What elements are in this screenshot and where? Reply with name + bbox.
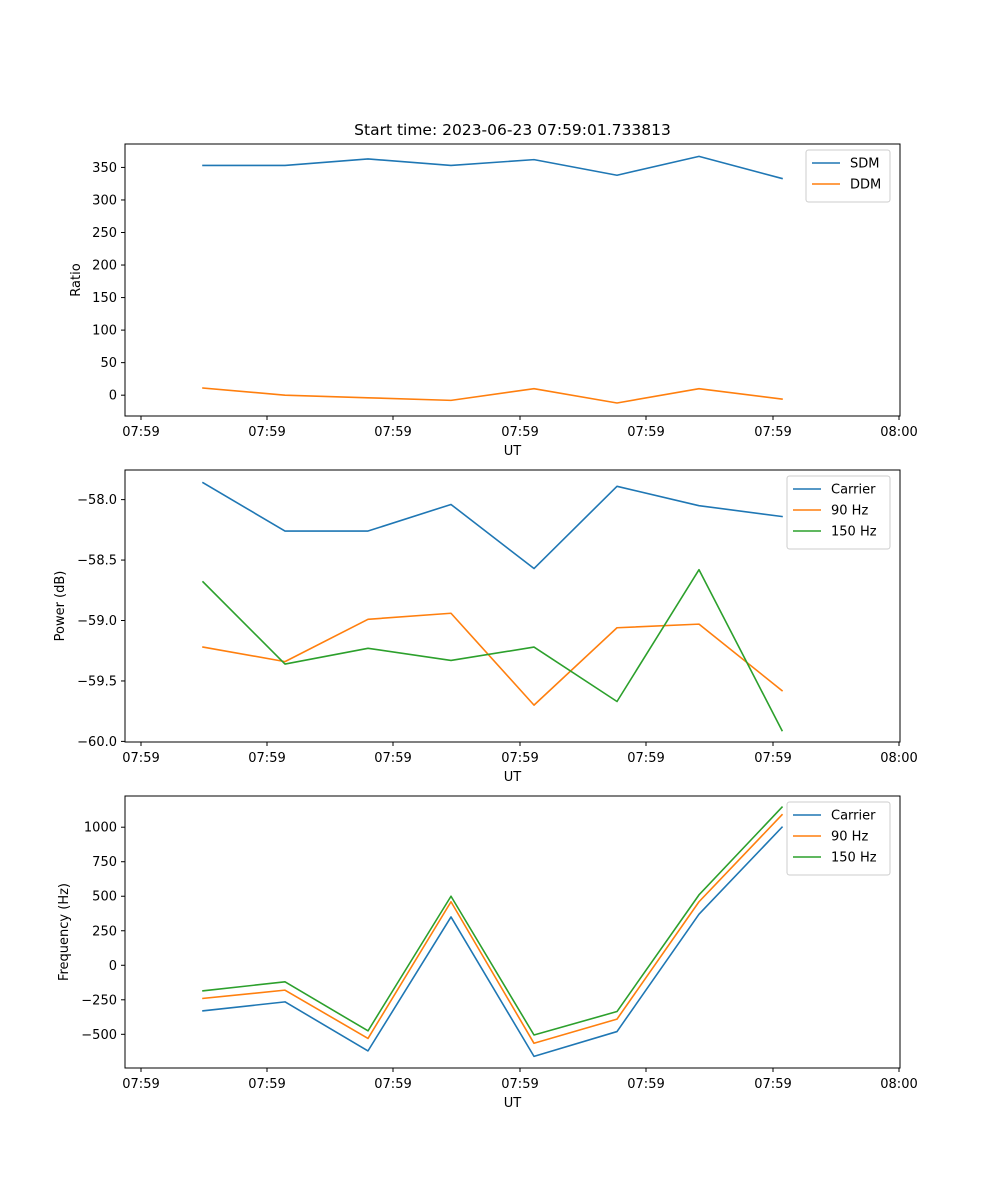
series-line-1 — [202, 387, 783, 404]
y-tick-label: 250 — [92, 226, 117, 241]
y-tick-label: 250 — [92, 924, 117, 939]
y-axis-label: Ratio — [69, 263, 84, 296]
x-tick-label: 07:59 — [122, 751, 159, 766]
series-line-0 — [201, 481, 783, 570]
ratio-panel: 07:59 07:59 07:59 07:59 07:59 07:59 08:00 0 50 10… — [69, 143, 918, 459]
axes-frame — [124, 143, 901, 417]
y-tick-label: 0 — [109, 389, 117, 404]
y-tick-label: 50 — [100, 356, 117, 371]
legend-label: 90 Hz — [831, 504, 868, 519]
x-tick-label: 07:59 — [754, 1077, 791, 1092]
plot-area — [125, 470, 900, 742]
y-axis-label: Power (dB) — [53, 571, 68, 642]
x-tick-label: 08:00 — [880, 425, 917, 440]
legend-label: DDM — [850, 178, 881, 193]
plot-area — [125, 144, 900, 416]
y-tick-label: −500 — [81, 1028, 117, 1043]
legend-label: 150 Hz — [831, 851, 877, 866]
legend-label: SDM — [850, 157, 879, 172]
x-tick-label: 08:00 — [880, 1077, 917, 1092]
legend-label: 90 Hz — [831, 830, 868, 845]
y-tick-label: 350 — [92, 161, 117, 176]
series-line-0 — [202, 155, 783, 180]
y-tick-label: −60.0 — [77, 735, 117, 750]
y-axis-label: Frequency (Hz) — [57, 883, 72, 981]
y-tick-label: 200 — [92, 259, 117, 274]
x-tick-label: 07:59 — [374, 425, 411, 440]
x-tick-label: 07:59 — [754, 751, 791, 766]
x-tick-label: 07:59 — [248, 425, 285, 440]
legend-label: 150 Hz — [831, 525, 877, 540]
x-tick-label: 07:59 — [122, 1077, 159, 1092]
legend-label: Carrier — [831, 483, 876, 498]
series-line-1 — [202, 612, 784, 706]
x-tick-label: 07:59 — [374, 751, 411, 766]
y-tick-label: 500 — [92, 890, 117, 905]
power-panel: 07:59 07:59 07:59 07:59 07:59 07:59 08:00 −60.0… — [53, 469, 918, 785]
series-line-0 — [202, 826, 784, 1058]
x-tick-label: 07:59 — [374, 1077, 411, 1092]
series-line-1 — [202, 813, 784, 1045]
x-axis-label: UT — [504, 770, 522, 785]
x-tick-label: 07:59 — [122, 425, 159, 440]
plot-area — [125, 796, 900, 1068]
x-tick-label: 07:59 — [627, 425, 664, 440]
y-tick-label: 1000 — [84, 821, 117, 836]
x-tick-label: 08:00 — [880, 751, 917, 766]
y-tick-label: −250 — [81, 993, 117, 1008]
y-tick-label: 0 — [109, 959, 117, 974]
x-axis-label: UT — [504, 444, 522, 459]
y-tick-label: 150 — [92, 291, 117, 306]
x-tick-label: 07:59 — [501, 751, 538, 766]
y-tick-label: 750 — [92, 855, 117, 870]
y-tick-label: 100 — [92, 324, 117, 339]
y-tick-label: −59.5 — [77, 674, 117, 689]
axes-frame — [124, 795, 901, 1069]
x-tick-label: 07:59 — [501, 425, 538, 440]
y-tick-label: 300 — [92, 193, 117, 208]
figure-title: Start time: 2023-06-23 07:59:01.733813 — [354, 121, 671, 139]
x-tick-label: 07:59 — [501, 1077, 538, 1092]
x-tick-label: 07:59 — [248, 1077, 285, 1092]
y-tick-label: −59.0 — [77, 614, 117, 629]
series-line-2 — [202, 806, 784, 1036]
frequency-panel: 07:59 07:59 07:59 07:59 07:59 07:59 08:00 −500 −… — [57, 795, 918, 1111]
x-tick-label: 07:59 — [627, 1077, 664, 1092]
series-line-2 — [201, 568, 784, 732]
x-tick-label: 07:59 — [248, 751, 285, 766]
legend-label: Carrier — [831, 809, 876, 824]
y-tick-label: −58.0 — [77, 493, 117, 508]
x-tick-label: 07:59 — [627, 751, 664, 766]
axes-frame — [124, 469, 901, 743]
y-tick-label: −58.5 — [77, 554, 117, 569]
x-axis-label: UT — [504, 1096, 522, 1111]
x-tick-label: 07:59 — [754, 425, 791, 440]
